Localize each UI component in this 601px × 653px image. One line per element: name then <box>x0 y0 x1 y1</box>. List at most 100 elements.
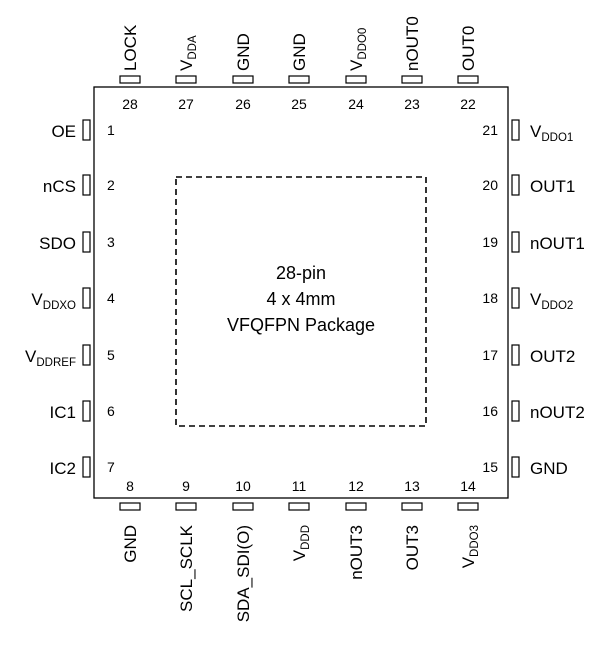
pin-name: IC1 <box>50 403 76 422</box>
package-label-line-1: 28-pin <box>276 263 326 283</box>
pin-16: 16 nOUT2 <box>482 400 585 422</box>
pin-11: 11 VDDD <box>288 478 312 561</box>
pin-pad <box>511 287 520 309</box>
pin-name: IC2 <box>50 459 76 478</box>
pins: 1 OE 2 nCS 3 SDO 4 VDDXO 5 VDDREF 6 IC1 7 IC2 8 GND 9 SCL… <box>25 16 585 622</box>
pin-number: 24 <box>348 96 364 112</box>
pin-15: 15 GND <box>482 456 568 478</box>
pin-number: 28 <box>122 96 138 112</box>
pin-9: 9 SCL_SCLK <box>175 478 197 612</box>
pin-number: 14 <box>460 478 476 494</box>
pin-name: OE <box>51 122 76 141</box>
pin-number: 3 <box>107 234 115 250</box>
pin-number: 12 <box>348 478 364 494</box>
pin-name: SDO <box>39 234 76 253</box>
pin-5: 5 VDDREF <box>25 344 115 369</box>
pin-name: nOUT1 <box>530 234 585 253</box>
pin-pad <box>82 400 91 422</box>
pin-name: VDDO2 <box>530 290 573 312</box>
pin-name: OUT1 <box>530 177 575 196</box>
pin-name: OUT3 <box>403 525 422 570</box>
pin-name: VDDO0 <box>347 28 369 71</box>
package-label: 28-pin 4 x 4mm VFQFPN Package <box>227 263 375 335</box>
pin-number: 15 <box>482 459 498 475</box>
pin-name: GND <box>234 33 253 71</box>
pin-10: 10 SDA_SDI(O) <box>232 478 254 622</box>
pin-pad <box>457 75 479 84</box>
pin-27: 27 VDDA <box>175 35 199 112</box>
pin-pad <box>232 75 254 84</box>
pin-pad <box>175 75 197 84</box>
pin-name: nOUT2 <box>530 403 585 422</box>
pin-23: 23 nOUT0 <box>401 16 423 112</box>
pin-name: VDDD <box>290 525 312 561</box>
pin-pad <box>511 231 520 253</box>
pin-pad <box>511 456 520 478</box>
pin-name: VDDREF <box>25 347 76 369</box>
pin-pad <box>401 502 423 511</box>
pin-name: VDDA <box>177 35 199 71</box>
pin-name: OUT0 <box>459 26 478 71</box>
pin-7: 7 IC2 <box>50 456 115 478</box>
pin-19: 19 nOUT1 <box>482 231 585 253</box>
pin-pad <box>119 502 141 511</box>
pin-6: 6 IC1 <box>50 400 115 422</box>
pin-name: VDDXO <box>31 290 76 312</box>
exposed-pad-outline <box>175 176 427 427</box>
pin-number: 2 <box>107 177 115 193</box>
pin-name: GND <box>530 459 568 478</box>
pin-number: 1 <box>107 122 115 138</box>
pin-number: 11 <box>292 478 307 494</box>
pin-number: 22 <box>460 96 476 112</box>
pin-name: VDDO3 <box>459 525 481 568</box>
pin-name: GND <box>290 33 309 71</box>
pin-name: GND <box>121 525 140 563</box>
pin-1: 1 OE <box>51 119 115 141</box>
pin-number: 27 <box>178 96 194 112</box>
pin-pad <box>511 400 520 422</box>
pin-number: 5 <box>107 347 115 363</box>
pin-pad <box>175 502 197 511</box>
pin-name: LOCK <box>121 24 140 71</box>
pin-pad <box>401 75 423 84</box>
pin-number: 26 <box>235 96 251 112</box>
pin-number: 23 <box>404 96 420 112</box>
pin-pad <box>345 75 367 84</box>
pin-number: 10 <box>235 478 251 494</box>
pin-name: nOUT3 <box>347 525 366 580</box>
pin-26: 26 GND <box>232 33 254 112</box>
pin-25: 25 GND <box>288 33 310 112</box>
pin-21: 21 VDDO1 <box>482 119 573 144</box>
pin-3: 3 SDO <box>39 231 115 253</box>
pin-pad <box>82 119 91 141</box>
pin-8: 8 GND <box>119 478 141 563</box>
pin-17: 17 OUT2 <box>482 344 575 366</box>
pin-number: 16 <box>482 403 498 419</box>
pin-24: 24 VDDO0 <box>345 28 369 112</box>
pin-22: 22 OUT0 <box>457 26 479 112</box>
pin-number: 25 <box>291 96 307 112</box>
pin-pad <box>288 502 310 511</box>
package-body <box>93 86 509 499</box>
pin-20: 20 OUT1 <box>482 174 575 196</box>
pin-pad <box>511 174 520 196</box>
pin-number: 18 <box>482 290 498 306</box>
pin-name: SCL_SCLK <box>177 524 196 612</box>
pin-18: 18 VDDO2 <box>482 287 573 312</box>
pin-4: 4 VDDXO <box>31 287 115 312</box>
pin-number: 19 <box>482 234 498 250</box>
pin-13: 13 OUT3 <box>401 478 423 570</box>
pin-number: 4 <box>107 290 115 306</box>
pin-name: nCS <box>43 177 76 196</box>
pin-number: 17 <box>482 347 498 363</box>
pin-name: nOUT0 <box>403 16 422 71</box>
pin-number: 8 <box>126 478 134 494</box>
pin-2: 2 nCS <box>43 174 115 196</box>
pin-pad <box>82 287 91 309</box>
pin-name: OUT2 <box>530 347 575 366</box>
pin-number: 21 <box>482 122 498 138</box>
pin-number: 20 <box>482 177 498 193</box>
pin-pad <box>82 344 91 366</box>
pin-name: VDDO1 <box>530 122 573 144</box>
